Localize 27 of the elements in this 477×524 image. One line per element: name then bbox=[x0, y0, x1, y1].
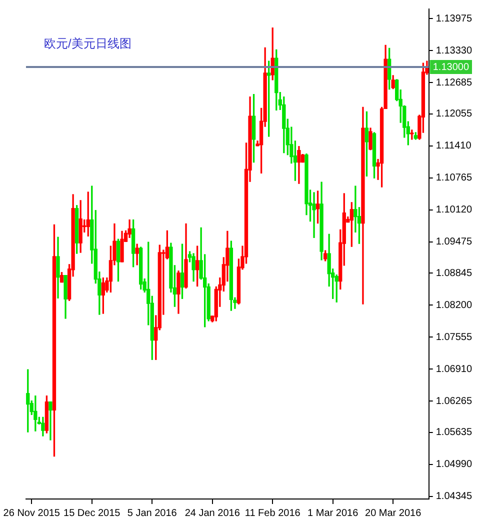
text: 欧元/美元日线图 bbox=[44, 36, 132, 50]
y-tick-label: 1.07555 bbox=[436, 332, 472, 343]
candlestick bbox=[48, 401, 52, 440]
y-tick-label: 1.04990 bbox=[436, 459, 472, 470]
y-tick-label: 1.06910 bbox=[436, 364, 472, 375]
y-tick-label: 1.05635 bbox=[436, 427, 472, 438]
y-tick-label: 1.12685 bbox=[436, 77, 472, 88]
x-tick-label: 20 Mar 2016 bbox=[365, 508, 422, 519]
x-tick-label: 11 Feb 2016 bbox=[244, 508, 301, 519]
x-tick-label: 1 Mar 2016 bbox=[308, 508, 359, 519]
y-tick-label: 1.10765 bbox=[436, 172, 472, 184]
y-tick-label: 1.06265 bbox=[436, 396, 472, 407]
y-tick-label: 1.13975 bbox=[436, 13, 472, 24]
x-tick-label: 15 Dec 2015 bbox=[64, 508, 121, 519]
x-tick-label: 26 Nov 2015 bbox=[3, 508, 60, 519]
y-tick-label: 1.10120 bbox=[436, 204, 472, 216]
x-tick-label: 24 Jan 2016 bbox=[184, 508, 240, 519]
y-tick-label: 1.13330 bbox=[436, 45, 472, 56]
candlestick bbox=[312, 192, 316, 238]
y-tick-label: 1.08845 bbox=[436, 268, 472, 279]
y-tick-label: 1.11410 bbox=[436, 140, 472, 152]
x-tick-label: 5 Jan 2016 bbox=[127, 508, 178, 519]
y-tick-label: 1.09475 bbox=[436, 236, 472, 248]
y-tick-label: 1.04345 bbox=[436, 491, 472, 502]
ref-line-label: 1.13000 bbox=[432, 62, 470, 73]
y-tick-label: 1.08200 bbox=[436, 300, 472, 311]
y-tick-label: 1.12055 bbox=[436, 108, 472, 120]
